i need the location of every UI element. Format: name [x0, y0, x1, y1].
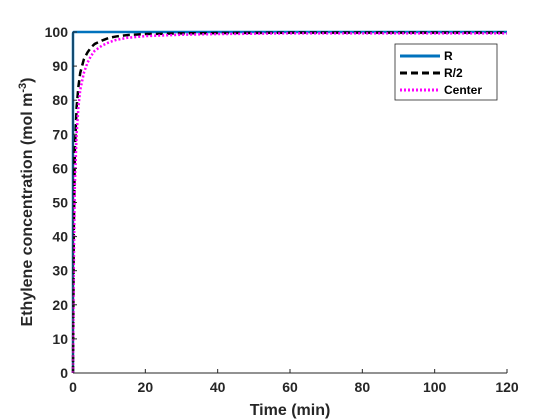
y-tick-label: 70	[52, 126, 68, 142]
series-line-r2	[71, 31, 507, 374]
y-axis-title-main: Ethylene concentration (mol m	[19, 93, 36, 327]
y-tick-label: 40	[52, 229, 68, 245]
x-tick-label: 20	[138, 379, 154, 395]
y-axis-title: Ethylene concentration (mol m-3)	[17, 78, 36, 327]
y-tick-label: 30	[52, 263, 68, 279]
legend-label-center: Center	[444, 83, 482, 97]
y-axis-title-close: )	[19, 78, 36, 83]
x-tick-label: 120	[495, 379, 519, 395]
y-tick-label: 0	[60, 365, 68, 381]
x-tick-label: 0	[69, 379, 77, 395]
y-tick-label: 10	[52, 331, 68, 347]
y-tick-label: 90	[52, 58, 68, 74]
legend-label-r: R	[444, 49, 453, 63]
x-tick-label: 60	[282, 379, 298, 395]
legend: R R/2 Center	[394, 43, 498, 101]
y-tick-label: 80	[52, 92, 68, 108]
y-tick-label: 60	[52, 160, 68, 176]
legend-label-r2: R/2	[444, 66, 463, 80]
y-tick-label: 20	[52, 297, 68, 313]
x-axis-title: Time (min)	[250, 402, 331, 419]
y-axis-title-superscript: -3	[17, 83, 29, 93]
ticks-layer: 0 20 40 60 80 100 120 0 10 20 30 40 50 60 70 80 90 100	[45, 24, 519, 395]
x-tick-label: 40	[210, 379, 226, 395]
x-tick-label: 100	[423, 379, 447, 395]
y-tick-label: 100	[45, 24, 69, 40]
x-tick-label: 80	[355, 379, 371, 395]
y-tick-label: 50	[52, 195, 68, 211]
